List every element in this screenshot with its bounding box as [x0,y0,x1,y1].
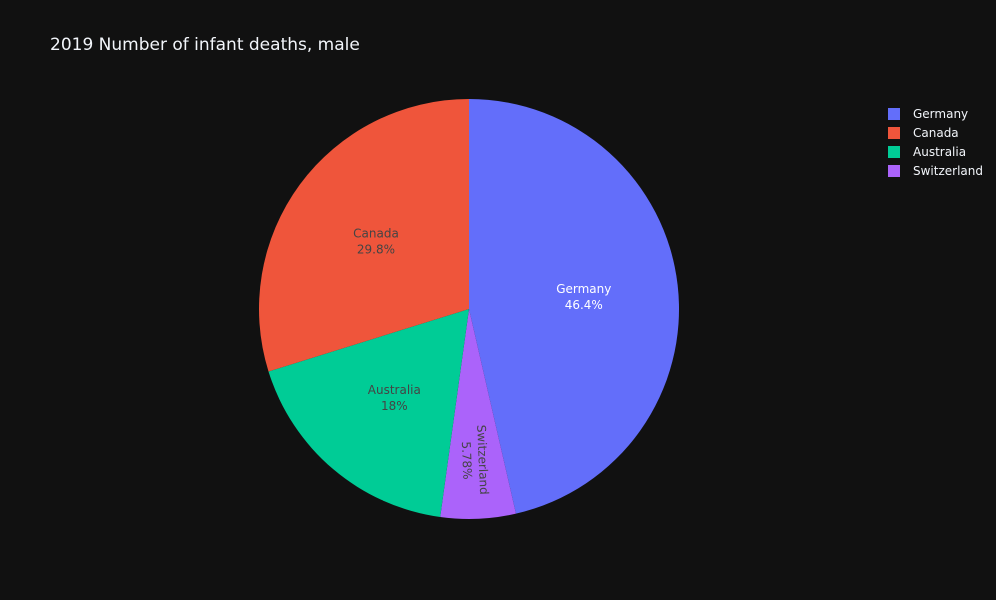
legend-swatch [888,165,900,177]
legend-item-switzerland[interactable]: Switzerland [888,164,983,178]
slice-name: Germany [556,282,611,296]
legend-label: Australia [913,145,966,159]
pie-slice-australia[interactable] [268,309,470,518]
pie-slices [258,99,680,519]
slice-percent: 5.78% [459,441,475,480]
slice-name: Australia [368,383,421,397]
legend-label: Switzerland [913,164,983,178]
slice-percent: 46.4% [565,298,603,312]
legend-swatch [888,146,900,158]
legend-item-canada[interactable]: Canada [888,126,959,140]
legend-item-germany[interactable]: Germany [888,107,968,121]
legend: Germany Canada Australia Switzerland [888,107,983,178]
slice-percent: 29.8% [357,243,395,257]
slice-label-australia: Australia 18% [368,383,421,413]
legend-swatch [888,108,900,120]
pie-slice-switzerland[interactable] [440,309,516,519]
slice-name: Switzerland [474,424,491,495]
slice-label-canada: Canada 29.8% [353,227,399,257]
legend-label: Germany [913,107,968,121]
slice-percent: 18% [381,399,408,413]
slice-label-germany: Germany 46.4% [556,282,611,312]
pie-slice-germany[interactable] [469,99,680,514]
pie-slice-canada[interactable] [258,99,469,372]
legend-label: Canada [913,126,959,140]
chart-title: 2019 Number of infant deaths, male [50,35,360,55]
legend-item-australia[interactable]: Australia [888,145,966,159]
legend-swatch [888,127,900,139]
slice-name: Canada [353,227,399,241]
